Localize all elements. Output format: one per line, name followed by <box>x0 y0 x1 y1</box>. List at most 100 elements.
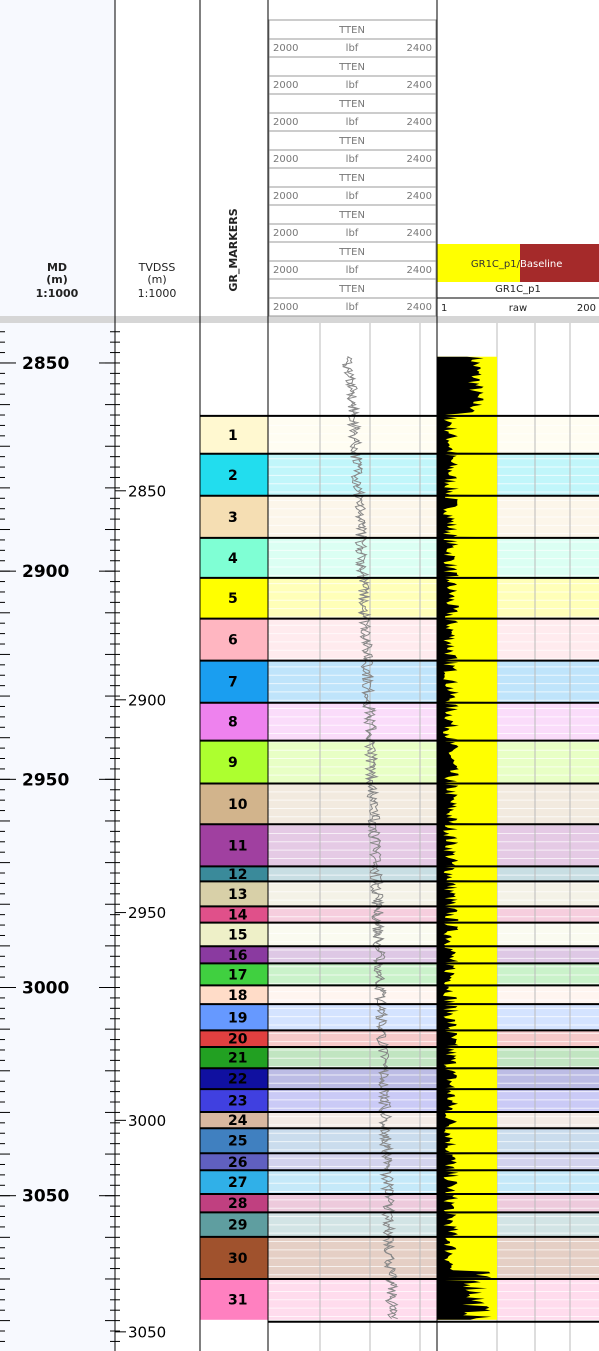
tten-min: 2000 <box>273 117 298 128</box>
marker-zone <box>268 1112 599 1129</box>
marker-box <box>200 824 268 867</box>
md-tick-label: 2850 <box>22 354 69 374</box>
tvdss-tick-label: 2950 <box>128 904 166 922</box>
tten-unit: lbf <box>346 191 359 202</box>
tten-curve <box>341 356 399 1320</box>
tten-max: 2400 <box>407 191 432 202</box>
md-title: MD <box>47 261 67 274</box>
tvdss-unit: (m) <box>147 273 166 286</box>
marker-zone <box>268 1170 599 1195</box>
marker-box <box>200 618 268 661</box>
marker-box <box>200 985 268 1005</box>
gr-min: 1 <box>441 303 447 314</box>
marker-box <box>200 881 268 907</box>
baseline-label: Baseline <box>520 259 562 270</box>
tvdss-title: TVDSS <box>138 261 176 274</box>
marker-box <box>200 1236 268 1279</box>
marker-box <box>200 1153 268 1171</box>
marker-label: 27 <box>228 1175 247 1191</box>
baseline-swatch <box>520 244 599 282</box>
marker-box <box>200 1030 268 1048</box>
marker-zone <box>268 985 599 1005</box>
marker-label: 7 <box>228 675 238 691</box>
md-scale: 1:1000 <box>36 287 79 300</box>
marker-zone <box>268 740 599 784</box>
marker-box <box>200 1089 268 1113</box>
marker-label: 1 <box>228 428 238 444</box>
marker-zone <box>268 577 599 619</box>
marker-box <box>200 922 268 947</box>
tvdss-tick-label: 2900 <box>128 691 166 709</box>
marker-label: 21 <box>228 1051 247 1067</box>
marker-box <box>200 1004 268 1031</box>
md-tick-label: 2950 <box>22 770 69 790</box>
marker-zone <box>268 963 599 986</box>
marker-zone <box>268 946 599 964</box>
marker-zone <box>268 922 599 947</box>
markers-title: GR_MARKERS <box>227 208 240 291</box>
header: MD (m) 1:1000 TVDSS (m) 1:1000 GR_MARKER… <box>36 19 599 317</box>
marker-label: 12 <box>228 867 247 883</box>
gr-fill-swatch <box>437 244 520 282</box>
marker-label: 10 <box>228 797 248 813</box>
tten-name: TTEN <box>338 284 365 295</box>
md-tick-label: 3000 <box>22 979 69 999</box>
marker-label: 8 <box>228 715 238 731</box>
marker-label: 19 <box>228 1010 247 1026</box>
marker-label: 26 <box>228 1155 247 1171</box>
tten-min: 2000 <box>273 43 298 54</box>
marker-zone <box>268 1030 599 1048</box>
marker-label: 3 <box>228 510 238 526</box>
gr-fill-label: GR1C_p1/ <box>471 259 521 270</box>
gr-name: GR1C_p1 <box>495 284 541 295</box>
tten-max: 2400 <box>407 265 432 276</box>
tten-max: 2400 <box>407 302 432 313</box>
tten-min: 2000 <box>273 265 298 276</box>
marker-label: 31 <box>228 1292 247 1308</box>
marker-label: 25 <box>228 1134 247 1150</box>
tten-min: 2000 <box>273 80 298 91</box>
marker-label: 13 <box>228 887 247 903</box>
marker-box <box>200 1194 268 1213</box>
marker-box <box>200 577 268 619</box>
marker-box <box>200 1212 268 1237</box>
md-tick-label: 2900 <box>22 562 69 582</box>
marker-label: 22 <box>228 1072 247 1088</box>
marker-box <box>200 415 268 454</box>
marker-zone <box>268 1089 599 1113</box>
marker-box <box>200 1112 268 1129</box>
marker-box <box>200 1068 268 1090</box>
tten-unit: lbf <box>346 228 359 239</box>
tten-max: 2400 <box>407 43 432 54</box>
marker-box <box>200 1128 268 1154</box>
tten-unit: lbf <box>346 117 359 128</box>
gr-max: 200 <box>577 303 596 314</box>
marker-box <box>200 702 268 741</box>
tten-min: 2000 <box>273 191 298 202</box>
tten-curve <box>342 356 399 1320</box>
tten-name: TTEN <box>338 62 365 73</box>
marker-zone <box>268 783 599 825</box>
tten-name: TTEN <box>338 210 365 221</box>
tten-name: TTEN <box>338 99 365 110</box>
marker-box <box>200 866 268 882</box>
tvdss-tick-label: 2850 <box>128 482 166 500</box>
tten-name: TTEN <box>338 25 365 36</box>
header-separator <box>0 316 599 323</box>
tten-name: TTEN <box>338 136 365 147</box>
marker-zone <box>268 1153 599 1171</box>
tten-max: 2400 <box>407 228 432 239</box>
marker-label: 24 <box>228 1113 248 1129</box>
md-unit: (m) <box>46 273 68 286</box>
column-dividers <box>114 0 438 1351</box>
tten-name: TTEN <box>338 173 365 184</box>
marker-zone <box>268 1128 599 1154</box>
marker-label: 11 <box>228 838 247 854</box>
marker-label: 9 <box>228 755 238 771</box>
marker-zone <box>268 906 599 923</box>
tten-min: 2000 <box>273 154 298 165</box>
marker-box <box>200 1278 268 1320</box>
tten-unit: lbf <box>346 265 359 276</box>
md-tick-label: 3050 <box>22 1187 69 1207</box>
